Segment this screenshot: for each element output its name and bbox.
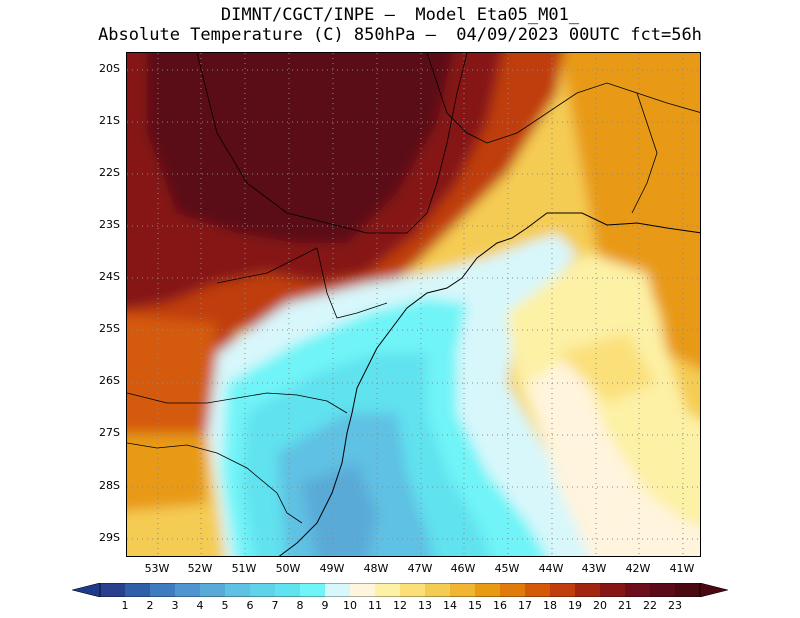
state-border-mg	[426, 53, 658, 214]
colorbar-label: 12	[393, 599, 407, 612]
colorbar-label: 7	[271, 599, 279, 612]
colorbar-cell	[475, 583, 501, 597]
lon-label: 50W	[275, 562, 301, 575]
colorbar-cell	[150, 583, 176, 597]
colorbar-cell	[400, 583, 426, 597]
lon-label: 45W	[494, 562, 520, 575]
lat-label: 21S	[99, 114, 120, 127]
colorbar-label: 20	[593, 599, 607, 612]
colorbar-cell	[650, 583, 676, 597]
colorbar-label: 11	[368, 599, 382, 612]
lon-label: 42W	[625, 562, 651, 575]
colorbar-label: 14	[443, 599, 457, 612]
map-canvas	[127, 53, 700, 556]
colorbar-cell	[275, 583, 301, 597]
lat-label: 27S	[99, 426, 120, 439]
colorbar-cell	[100, 583, 126, 597]
colorbar	[72, 583, 728, 597]
map-title-line1: DIMNT/CGCT/INPE – Model Eta05_M01_	[220, 5, 580, 25]
state-border-sp	[196, 53, 468, 234]
colorbar-label: 19	[568, 599, 582, 612]
colorbar-left-arrow	[72, 583, 101, 597]
colorbar-cell	[375, 583, 401, 597]
lat-label: 24S	[99, 270, 120, 283]
colorbar-label: 21	[618, 599, 632, 612]
colorbar-label: 10	[343, 599, 357, 612]
lat-label: 20S	[99, 62, 120, 75]
colorbar-label: 15	[468, 599, 482, 612]
colorbar-cell	[575, 583, 601, 597]
colorbar-cell	[350, 583, 376, 597]
colorbar-cell	[175, 583, 201, 597]
lon-label: 51W	[231, 562, 257, 575]
colorbar-label: 13	[418, 599, 432, 612]
lat-label: 26S	[99, 374, 120, 387]
colorbar-right-arrow	[699, 583, 728, 597]
temperature-map	[126, 52, 701, 557]
lon-label: 47W	[407, 562, 433, 575]
lon-label: 44W	[538, 562, 564, 575]
lat-label: 25S	[99, 322, 120, 335]
lon-label: 48W	[363, 562, 389, 575]
colorbar-label: 4	[196, 599, 204, 612]
colorbar-cell	[325, 583, 351, 597]
lon-label: 49W	[319, 562, 345, 575]
colorbar-label: 16	[493, 599, 507, 612]
colorbar-label: 18	[543, 599, 557, 612]
coastline	[278, 212, 700, 556]
lon-label: 46W	[450, 562, 476, 575]
lat-label: 22S	[99, 166, 120, 179]
colorbar-label: 17	[518, 599, 532, 612]
colorbar-label: 23	[668, 599, 682, 612]
colorbar-label: 5	[221, 599, 229, 612]
lat-label: 29S	[99, 531, 120, 544]
map-title-line2: Absolute Temperature (C) 850hPa – 04/09/…	[98, 25, 702, 45]
colorbar-cell	[425, 583, 451, 597]
colorbar-cell	[525, 583, 551, 597]
colorbar-cell	[675, 583, 701, 597]
colorbar-cell	[625, 583, 651, 597]
colorbar-label: 8	[296, 599, 304, 612]
colorbar-label: 9	[321, 599, 329, 612]
colorbar-cell	[125, 583, 151, 597]
colorbar-label: 6	[246, 599, 254, 612]
colorbar-cell	[200, 583, 226, 597]
colorbar-cell	[450, 583, 476, 597]
colorbar-cell	[225, 583, 251, 597]
lon-label: 52W	[187, 562, 213, 575]
colorbar-cell	[250, 583, 276, 597]
state-border-pr	[216, 247, 388, 319]
lon-label: 53W	[144, 562, 170, 575]
colorbar-label: 2	[146, 599, 154, 612]
colorbar-label: 3	[171, 599, 179, 612]
colorbar-cell	[500, 583, 526, 597]
colorbar-cell	[600, 583, 626, 597]
colorbar-cell	[300, 583, 326, 597]
colorbar-label: 22	[643, 599, 657, 612]
lat-label: 28S	[99, 479, 120, 492]
lon-label: 43W	[581, 562, 607, 575]
lat-label: 23S	[99, 218, 120, 231]
lon-label: 41W	[669, 562, 695, 575]
state-border-rs	[127, 442, 303, 524]
map-grid	[127, 53, 700, 556]
state-border-es	[636, 92, 700, 113]
state-border-sc	[127, 392, 348, 414]
colorbar-label: 1	[121, 599, 129, 612]
colorbar-cell	[550, 583, 576, 597]
